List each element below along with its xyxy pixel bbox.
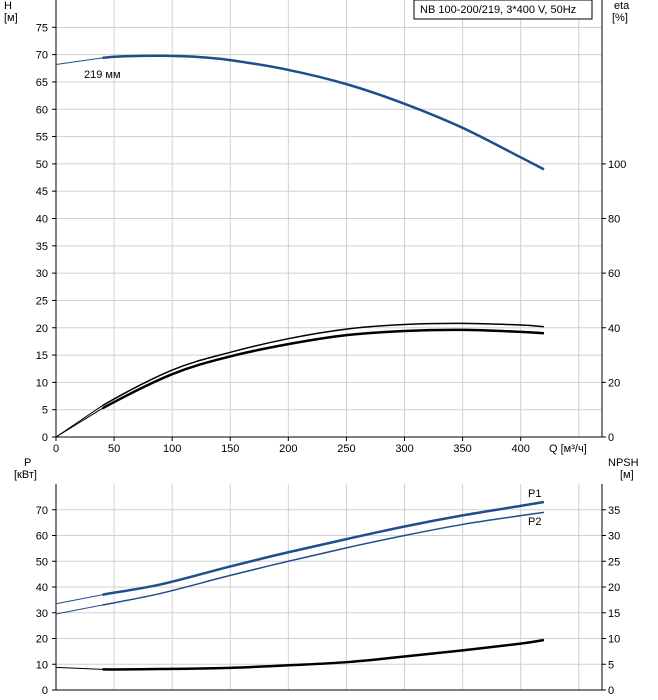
y-left-tick-label: 10 (36, 659, 48, 671)
series-label-p2: P2 (528, 516, 541, 528)
y-left-axis-unit: [м] (4, 12, 18, 24)
y-left-tick-label: 35 (36, 241, 48, 253)
y-left-tick-label: 10 (36, 377, 48, 389)
y-left-axis-label: H (4, 0, 12, 12)
y-right-tick-label: 15 (608, 608, 620, 620)
efficiency-curve-upper (102, 322, 544, 407)
series-label-p1: P1 (528, 488, 541, 500)
head-curve-219mm (102, 54, 545, 171)
y-right-axis-unit: [%] (612, 12, 628, 24)
power-curve-p1 (102, 500, 545, 596)
chart-title-box (413, 0, 593, 20)
x-tick-label: 50 (108, 443, 120, 455)
y-right-tick-label: 35 (608, 505, 620, 517)
y-left-tick-label: 20 (36, 634, 48, 646)
y-right-tick-label: 0 (608, 432, 614, 444)
x-tick-label: 250 (337, 443, 355, 455)
power-curve-p2-extrapolation (55, 604, 103, 615)
y-left-tick-label: 20 (36, 323, 48, 335)
y-right-tick-label: 20 (608, 377, 620, 389)
y-left-tick-label: 55 (36, 132, 48, 144)
y-left-tick-label: 50 (36, 159, 48, 171)
head-curve-219mm-extrapolation (55, 57, 103, 65)
y-right-tick-label: 0 (608, 685, 614, 697)
x-tick-label: 0 (53, 443, 59, 455)
y-right-tick-label: 5 (608, 659, 614, 671)
x-tick-label: 150 (221, 443, 239, 455)
y-left-tick-label: 65 (36, 77, 48, 89)
x-tick-label: 100 (163, 443, 181, 455)
y-right-tick-label: 10 (608, 634, 620, 646)
y-left-tick-label: 50 (36, 556, 48, 568)
y-right-axis-label: NPSH (608, 457, 639, 469)
y-right-tick-label: 40 (608, 323, 620, 335)
y-left-tick-label: 15 (36, 350, 48, 362)
y-left-tick-label: 30 (36, 268, 48, 280)
chart-title: NB 100-200/219, 3*400 V, 50Hz (420, 4, 576, 16)
text-layer: 0510152025303540455055606570750204060801… (4, 0, 639, 697)
npsh-curve (102, 638, 545, 671)
y-left-tick-label: 45 (36, 186, 48, 198)
y-left-tick-label: 25 (36, 295, 48, 307)
x-tick-label: 400 (512, 443, 530, 455)
x-axis-label: Q [м³/ч] (549, 443, 587, 455)
y-left-axis-label: P (24, 457, 31, 469)
y-right-axis-unit: [м] (620, 469, 634, 481)
y-left-tick-label: 40 (36, 582, 48, 594)
y-right-tick-label: 100 (608, 159, 626, 171)
series-layer (55, 54, 545, 671)
x-tick-label: 350 (453, 443, 471, 455)
y-right-tick-label: 60 (608, 268, 620, 280)
y-right-axis-label: eta (614, 0, 630, 12)
axes-layer (52, 0, 606, 691)
y-left-axis-unit: [кВт] (14, 469, 37, 481)
efficiency-curve-lower (101, 328, 544, 410)
y-right-tick-label: 20 (608, 582, 620, 594)
npsh-curve-extrapolation (55, 666, 103, 670)
y-right-tick-label: 25 (608, 556, 620, 568)
series-label-219mm: 219 мм (84, 69, 121, 81)
y-left-tick-label: 60 (36, 531, 48, 543)
y-left-tick-label: 70 (36, 505, 48, 517)
y-left-tick-label: 40 (36, 214, 48, 226)
y-left-tick-label: 0 (42, 685, 48, 697)
y-left-tick-label: 70 (36, 50, 48, 62)
y-right-tick-label: 30 (608, 531, 620, 543)
y-left-tick-label: 5 (42, 405, 48, 417)
power-curve-p2 (102, 511, 545, 606)
grid-layer (55, 0, 602, 691)
y-left-tick-label: 0 (42, 432, 48, 444)
y-left-tick-label: 75 (36, 22, 48, 34)
y-left-tick-label: 60 (36, 104, 48, 116)
y-right-tick-label: 80 (608, 214, 620, 226)
y-left-tick-label: 30 (36, 608, 48, 620)
x-tick-label: 200 (279, 443, 297, 455)
power-curve-p1-extrapolation (55, 594, 103, 605)
efficiency-curve-lower-extrapolation (55, 407, 103, 438)
x-tick-label: 300 (395, 443, 413, 455)
